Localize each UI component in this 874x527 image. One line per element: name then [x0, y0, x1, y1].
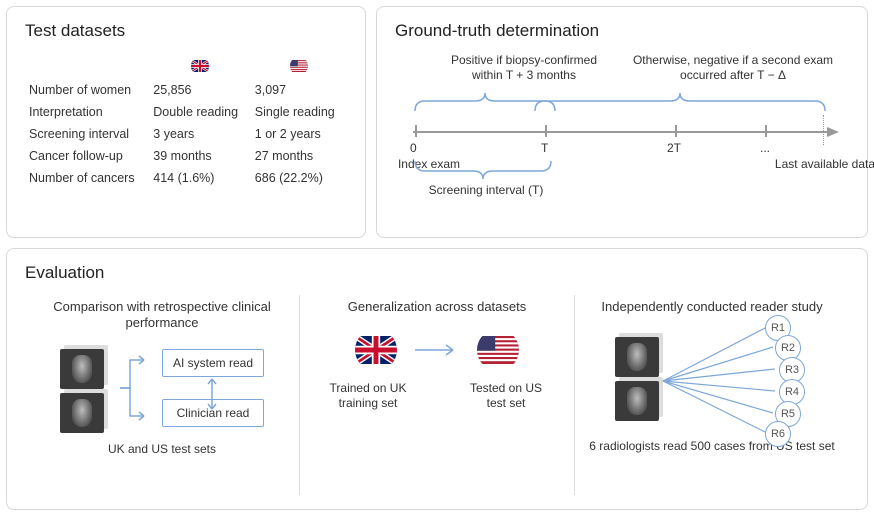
table-row: Cancer follow-up 39 months 27 months — [25, 145, 347, 167]
uk-value: Double reading — [149, 101, 251, 123]
train-label: Trained on UK training set — [323, 381, 413, 411]
table-row: Number of cancers 414 (1.6%) 686 (22.2%) — [25, 167, 347, 189]
eval-col-readerstudy: Independently conducted reader study — [575, 295, 849, 495]
arrowhead-icon — [827, 125, 841, 139]
row-label: Number of cancers — [25, 167, 149, 189]
us-value: 3,097 — [251, 79, 347, 101]
scan-stack-icon — [615, 333, 661, 419]
uk-value: 39 months — [149, 145, 251, 167]
tick-label: 0 — [410, 141, 417, 156]
axis-tick — [675, 125, 677, 137]
test-datasets-panel: Test datasets — [6, 6, 366, 238]
us-value: 686 (22.2%) — [251, 167, 347, 189]
test-label: Tested on US test set — [461, 381, 551, 411]
axis-tick — [765, 125, 767, 137]
scan-stack-icon — [60, 345, 106, 431]
tick-label: ... — [760, 141, 770, 156]
eval-caption: UK and US test sets — [33, 442, 291, 457]
arrow-right-icon — [413, 342, 461, 358]
us-flag-icon — [290, 57, 308, 75]
row-label: Cancer follow-up — [25, 145, 149, 167]
row-label: Interpretation — [25, 101, 149, 123]
evaluation-title: Evaluation — [25, 263, 849, 283]
split-arrow-icon — [116, 340, 152, 436]
eval-heading: Generalization across datasets — [308, 299, 566, 315]
table-row — [25, 53, 347, 79]
us-value: Single reading — [251, 101, 347, 123]
brace-icon — [395, 89, 849, 119]
ground-truth-panel: Ground-truth determination Positive if b… — [376, 6, 868, 238]
table-row: Screening interval 3 years 1 or 2 years — [25, 123, 347, 145]
ai-read-box: AI system read — [162, 349, 264, 377]
ground-truth-diagram: Positive if biopsy-confirmed within T + … — [395, 53, 849, 223]
axis-tick — [415, 125, 417, 137]
bidir-arrow-icon — [204, 377, 220, 411]
row-label: Screening interval — [25, 123, 149, 145]
table-row: Number of women 25,856 3,097 — [25, 79, 347, 101]
eval-col-comparison: Comparison with retrospective clinical p… — [25, 295, 299, 495]
us-value: 27 months — [251, 145, 347, 167]
tick-label: 2T — [667, 141, 681, 156]
screening-interval-label: Screening interval (T) — [421, 183, 551, 198]
uk-flag-icon — [191, 57, 209, 75]
axis-dotted-tick — [823, 115, 824, 145]
eval-col-generalization: Generalization across datasets — [300, 295, 574, 495]
uk-flag-icon — [355, 329, 397, 371]
eval-caption: 6 radiologists read 500 cases from US te… — [583, 439, 841, 454]
evaluation-panel: Evaluation Comparison with retrospective… — [6, 248, 868, 510]
tick-label: T — [541, 141, 548, 156]
gt-negative-label: Otherwise, negative if a second exam occ… — [623, 53, 843, 83]
gt-positive-label: Positive if biopsy-confirmed within T + … — [439, 53, 609, 83]
us-flag-icon — [477, 329, 519, 371]
axis-line — [413, 131, 833, 133]
uk-value: 25,856 — [149, 79, 251, 101]
us-value: 1 or 2 years — [251, 123, 347, 145]
row-label: Number of women — [25, 79, 149, 101]
test-datasets-title: Test datasets — [25, 21, 347, 41]
last-data-label: Last available data — [755, 157, 874, 172]
fanout-lines-icon — [659, 323, 779, 439]
axis-tick — [545, 125, 547, 137]
datasets-table: Number of women 25,856 3,097 Interpretat… — [25, 53, 347, 189]
uk-value: 414 (1.6%) — [149, 167, 251, 189]
eval-heading: Comparison with retrospective clinical p… — [33, 299, 291, 332]
eval-heading: Independently conducted reader study — [583, 299, 841, 315]
table-row: Interpretation Double reading Single rea… — [25, 101, 347, 123]
underbrace-icon — [413, 161, 553, 183]
uk-value: 3 years — [149, 123, 251, 145]
ground-truth-title: Ground-truth determination — [395, 21, 849, 41]
